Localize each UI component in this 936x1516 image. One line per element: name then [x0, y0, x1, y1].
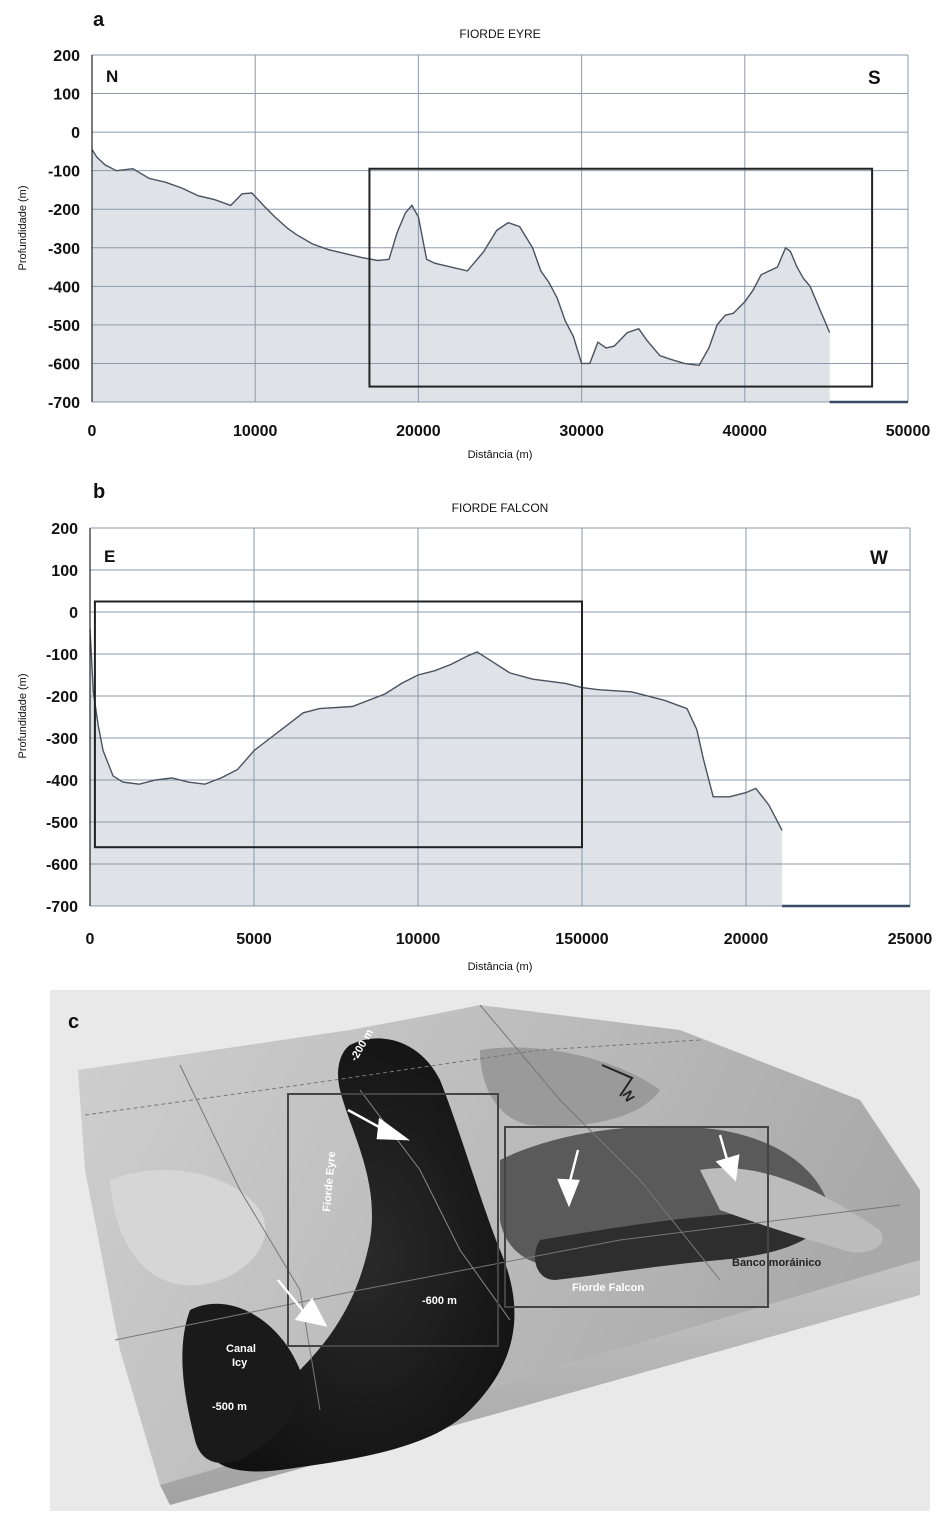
longitude-line-east [479, 1004, 721, 1281]
depth-500-label: -500 m [212, 1401, 247, 1413]
fiorde-falcon-label: Fiorde Falcon [572, 1282, 644, 1294]
longitude-line-west [179, 1064, 321, 1411]
chart-b-title: FIORDE FALCON [452, 501, 549, 515]
chart-b-direction-right: W [870, 548, 888, 569]
chart-b-direction-left: E [104, 547, 115, 566]
chart-a-x-tick-label: 10000 [233, 423, 278, 440]
depth-600-label: -600 m [422, 1295, 457, 1307]
chart-b-y-tick-label: -100 [46, 647, 78, 664]
chart-a-highlight-box [368, 167, 874, 388]
highland-patch-north [480, 1047, 660, 1127]
eyre-profile-chart: 200 100 0 -100 -200 -300 -400 -500 -600 -700 0 1000… [17, 9, 931, 461]
chart-b-highlight-box [93, 600, 583, 849]
canal-icy-label-line2: Icy [232, 1357, 248, 1369]
chart-b-y-tick-label: -600 [46, 857, 78, 874]
chart-a-y-tick-label: -500 [48, 318, 80, 335]
canal-icy-label-line1: Canal [226, 1343, 256, 1355]
chart-b-panel-letter: b [93, 481, 105, 503]
chart-b-x-tick-label: 150000 [555, 931, 608, 948]
chart-a-x-tick-label: 30000 [559, 423, 604, 440]
chart-a-y-tick-label: -300 [48, 241, 80, 258]
latitude-line-north [84, 1039, 701, 1116]
chart-a-x-tick-label: 40000 [723, 423, 768, 440]
flow-arrows [277, 1108, 740, 1327]
latitude-line-south [114, 1204, 901, 1341]
chart-a-y-tick-label: 200 [53, 48, 80, 65]
highland-patch-west [110, 1170, 266, 1286]
chart-b-x-tick-label: 10000 [396, 931, 441, 948]
chart-b-y-tick-label: -300 [46, 731, 78, 748]
chart-b-profile-line [89, 628, 783, 831]
chart-a-x-axis-label: Distância (m) [468, 449, 533, 461]
eyre-fjord-deep-channel [215, 1038, 515, 1472]
chart-panel-a: 200 100 0 -100 -200 -300 -400 -500 -600 -700 0 1000… [0, 0, 936, 470]
chart-a-direction-left: N [106, 67, 118, 86]
block-diagram-panel-c: N c Fiorde Eyre Fiorde Falcon Banco morá… [0, 990, 936, 1511]
chart-panel-b: 200 100 0 -100 -200 -300 -400 -500 -600 -700 0 5000… [0, 470, 936, 990]
chart-a-x-tick-label: 20000 [396, 423, 441, 440]
chart-b-x-tick-label: 20000 [724, 931, 769, 948]
chart-b-x-tick-label: 0 [86, 931, 95, 948]
chart-b-y-tick-label: -400 [46, 773, 78, 790]
chart-a-y-tick-label: 0 [71, 125, 80, 142]
chart-b-x-tick-label: 25000 [888, 931, 933, 948]
chart-b-x-tick-label: 5000 [236, 931, 272, 948]
falcon-profile-chart: 200 100 0 -100 -200 -300 -400 -500 -600 -700 0 5000… [17, 481, 933, 973]
chart-a-y-tick-label: -100 [48, 164, 80, 181]
bathymetry-block-diagram: N c Fiorde Eyre Fiorde Falcon Banco morá… [50, 990, 930, 1511]
fiorde-eyre-label: Fiorde Eyre [321, 1151, 338, 1212]
falcon-fjord-zone [500, 1126, 830, 1266]
canal-icy-basin [182, 1303, 302, 1464]
chart-b-profile-area [90, 628, 783, 906]
chart-a-y-tick-label: -600 [48, 356, 80, 373]
chart-b-y-tick-label: 100 [51, 563, 78, 580]
panel-c-letter: c [68, 1011, 79, 1033]
chart-b-y-axis-label: Profundidade (m) [17, 674, 29, 759]
chart-a-panel-letter: a [93, 9, 105, 31]
moraine-bank-ridge [700, 1168, 883, 1253]
chart-a-y-tick-label: -700 [48, 395, 80, 412]
chart-a-direction-right: S [868, 68, 881, 89]
eyre-highlight-box [287, 1093, 499, 1347]
chart-a-y-tick-label: -400 [48, 279, 80, 296]
chart-a-y-tick-label: -200 [48, 202, 80, 219]
chart-b-y-tick-label: -700 [46, 899, 78, 916]
chart-a-y-axis-label: Profundidade (m) [17, 186, 29, 271]
chart-a-title: FIORDE EYRE [459, 27, 540, 41]
chart-a-x-tick-label: 50000 [886, 423, 931, 440]
chart-b-x-axis-label: Distância (m) [468, 961, 533, 973]
chart-b-y-tick-label: 0 [69, 605, 78, 622]
chart-a-profile-line [91, 149, 831, 367]
chart-a-x-tick-label: 0 [88, 423, 97, 440]
chart-a-y-tick-label: 100 [53, 87, 80, 104]
chart-b-y-tick-label: -500 [46, 815, 78, 832]
falcon-highlight-box [504, 1126, 769, 1308]
banco-morainico-label: Banco moráinico [732, 1257, 822, 1269]
chart-b-y-tick-label: -200 [46, 689, 78, 706]
chart-b-y-tick-label: 200 [51, 521, 78, 538]
falcon-fjord-channel [535, 1212, 830, 1280]
